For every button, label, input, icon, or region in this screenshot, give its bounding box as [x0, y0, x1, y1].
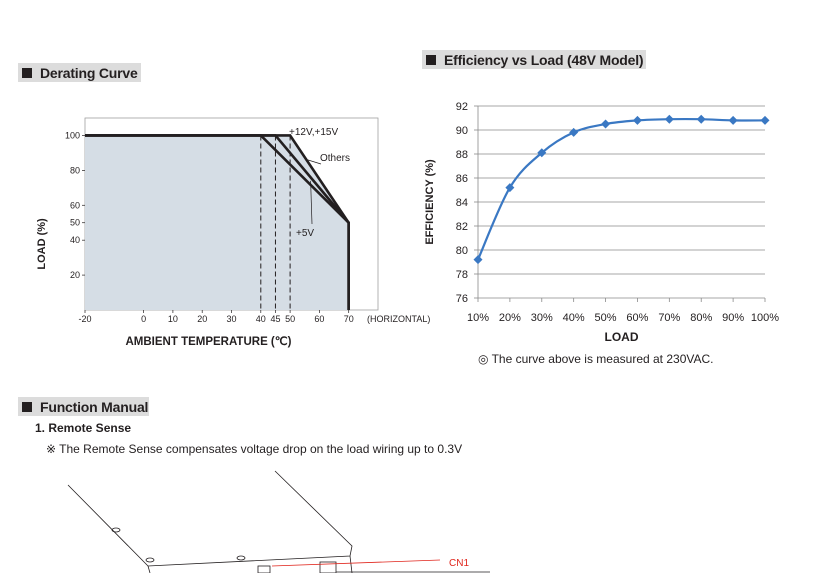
efficiency-data-point: [696, 114, 706, 124]
derating-curve-title: Derating Curve: [18, 63, 141, 82]
square-bullet-icon: [426, 54, 436, 65]
derating-series-label: Others: [320, 153, 350, 164]
efficiency-data-point: [664, 114, 674, 124]
derating-x-tick-label: -20: [78, 314, 91, 324]
device-edge: [147, 565, 151, 573]
derating-series-line: [85, 134, 351, 310]
efficiency-y-tick-label: 88: [456, 149, 468, 161]
derating-curve-title-text: Derating Curve: [40, 64, 138, 81]
remote-sense-note: ※ The Remote Sense compensates voltage d…: [46, 442, 463, 456]
device-screw: [111, 527, 121, 533]
derating-series-label: +12V,+15V: [289, 127, 338, 138]
device-edge: [349, 555, 353, 573]
efficiency-title: Efficiency vs Load (48V Model): [422, 50, 646, 69]
efficiency-data-point: [760, 115, 770, 125]
derating-y-tick-label: 40: [70, 235, 80, 245]
efficiency-series-line: [476, 117, 766, 261]
device-screw: [236, 555, 246, 561]
efficiency-y-tick-label: 82: [456, 221, 468, 233]
derating-annotation-leader: [310, 180, 313, 225]
derating-y-tick-label: 60: [70, 200, 80, 210]
derating-x-tick-label: 40: [256, 314, 266, 324]
device-screw: [145, 557, 155, 563]
efficiency-data-point: [632, 115, 642, 125]
square-bullet-icon: [22, 401, 32, 412]
derating-area: [85, 135, 349, 310]
efficiency-title-text: Efficiency vs Load (48V Model): [444, 51, 644, 68]
efficiency-y-tick-label: 90: [456, 125, 468, 137]
efficiency-data-point: [505, 183, 515, 193]
efficiency-y-tick-label: 78: [456, 269, 468, 281]
derating-annotation-leader: [307, 159, 322, 165]
derating-x-tick-label: 45: [270, 314, 280, 324]
derating-x-axis-title: AMBIENT TEMPERATURE (℃): [125, 335, 291, 348]
efficiency-y-tick-label: 84: [456, 197, 468, 209]
function-manual-title-text: Function Manual: [40, 398, 149, 415]
derating-x-tick-label: 50: [285, 314, 295, 324]
efficiency-x-tick-label: 10%: [467, 312, 489, 324]
derating-y-tick-label: 100: [65, 130, 80, 140]
efficiency-x-tick-label: 40%: [563, 312, 585, 324]
device-terminal: [257, 565, 271, 573]
derating-y-tick-label: 80: [70, 165, 80, 175]
derating-x-tick-label: 10: [168, 314, 178, 324]
derating-x-tick-label: 20: [197, 314, 207, 324]
derating-x-tick-label: 60: [314, 314, 324, 324]
efficiency-note: ◎ The curve above is measured at 230VAC.: [478, 352, 714, 366]
derating-x-extra-label: (HORIZONTAL): [367, 314, 430, 324]
efficiency-x-tick-label: 60%: [626, 312, 648, 324]
derating-y-tick-label: 20: [70, 270, 80, 280]
function-manual-title: Function Manual: [18, 397, 149, 416]
efficiency-x-tick-label: 20%: [499, 312, 521, 324]
device-connector: [319, 561, 337, 573]
derating-y-tick-label: 50: [70, 218, 80, 228]
remote-sense-subtitle: 1. Remote Sense: [35, 421, 132, 435]
derating-x-tick-label: 30: [226, 314, 236, 324]
efficiency-y-tick-label: 92: [456, 101, 468, 113]
device-outline: [67, 470, 353, 567]
efficiency-x-tick-label: 70%: [658, 312, 680, 324]
efficiency-x-tick-label: 30%: [531, 312, 553, 324]
derating-x-tick-label: 70: [344, 314, 354, 324]
efficiency-data-point: [473, 255, 483, 265]
efficiency-x-tick-label: 80%: [690, 312, 712, 324]
derating-y-axis-title: LOAD (%): [36, 218, 48, 270]
efficiency-y-tick-label: 86: [456, 173, 468, 185]
connector-leader-line: [271, 559, 441, 567]
efficiency-x-axis-title: LOAD: [605, 330, 639, 344]
efficiency-data-point: [601, 119, 611, 129]
connector-label: CN1: [449, 558, 469, 569]
efficiency-data-point: [537, 148, 547, 158]
derating-x-tick-label: 0: [141, 314, 146, 324]
efficiency-data-point: [728, 115, 738, 125]
efficiency-x-tick-label: 50%: [595, 312, 617, 324]
efficiency-y-tick-label: 80: [456, 245, 468, 257]
efficiency-y-tick-label: 76: [456, 293, 468, 305]
efficiency-y-axis-title: EFFICIENCY (%): [424, 159, 436, 245]
efficiency-data-point: [569, 127, 579, 137]
efficiency-x-tick-label: 100%: [751, 312, 779, 324]
efficiency-x-tick-label: 90%: [722, 312, 744, 324]
derating-series-label: +5V: [296, 228, 314, 239]
square-bullet-icon: [22, 67, 32, 78]
